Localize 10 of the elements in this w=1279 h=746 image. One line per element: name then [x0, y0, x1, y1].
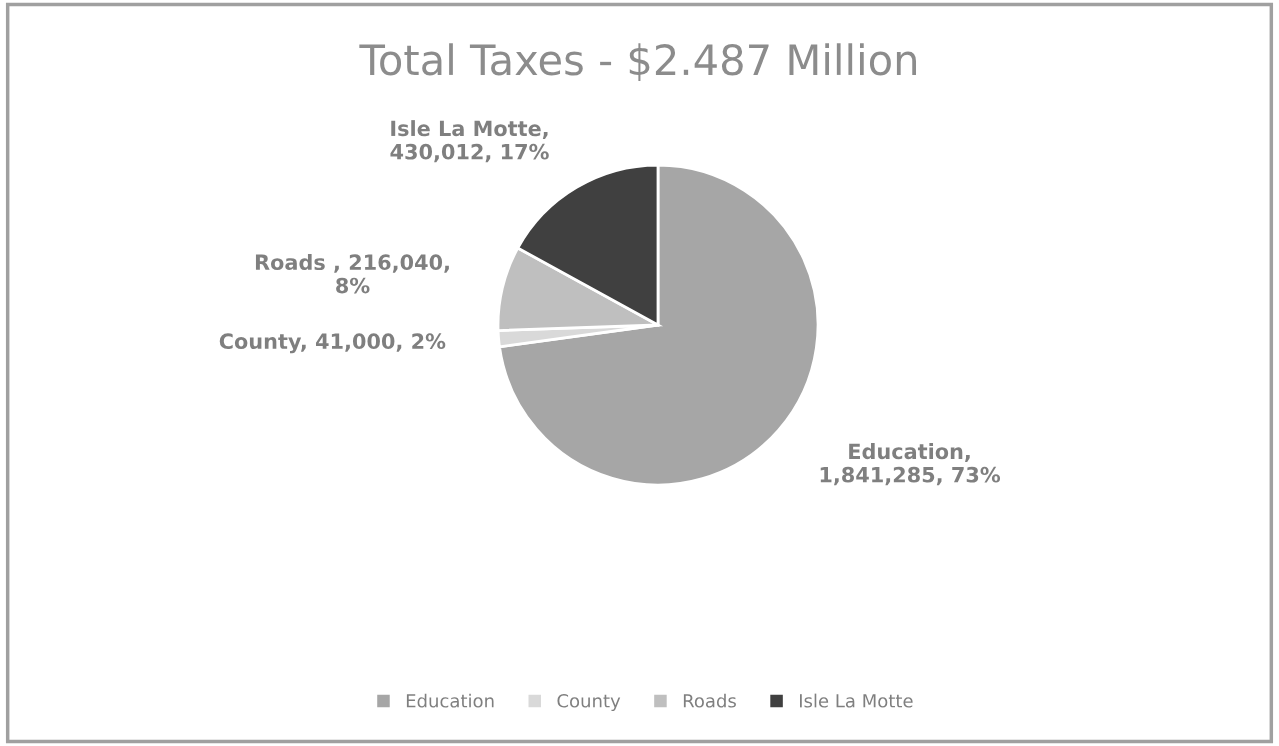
chart-title: Total Taxes - $2.487 Million — [359, 43, 917, 82]
data-label: Roads , 216,040, 8% — [255, 253, 449, 294]
data-label: County, 41,000, 2% — [219, 333, 446, 354]
legend-label: Isle La Motte — [800, 693, 913, 708]
data-label: Education, 1,841,285, 73% — [820, 443, 1001, 486]
legend-label: Roads — [683, 693, 736, 708]
legend-label: Education — [406, 693, 494, 708]
pie-slice — [498, 163, 820, 487]
legend-label: County — [557, 693, 621, 712]
data-label: Isle La Motte, 430,012, 17% — [390, 120, 549, 163]
